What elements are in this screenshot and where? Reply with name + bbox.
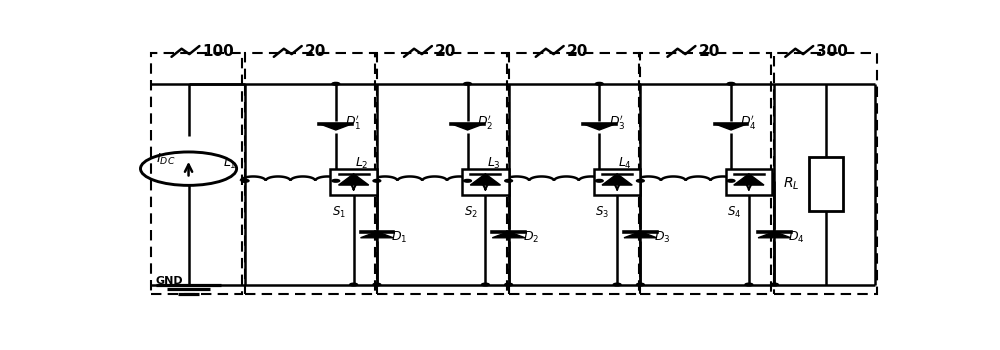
Polygon shape xyxy=(602,174,632,185)
Circle shape xyxy=(771,283,778,286)
Circle shape xyxy=(464,180,471,182)
Bar xyxy=(726,169,772,195)
Bar xyxy=(330,169,377,195)
Text: 300: 300 xyxy=(816,44,848,59)
Circle shape xyxy=(727,180,735,182)
Polygon shape xyxy=(583,124,616,130)
Text: $L_2$: $L_2$ xyxy=(355,156,369,171)
Text: 20: 20 xyxy=(435,44,456,59)
Polygon shape xyxy=(361,232,393,238)
Text: $D_1'$: $D_1'$ xyxy=(345,113,361,131)
Bar xyxy=(594,169,640,195)
Text: $D_4$: $D_4$ xyxy=(788,230,805,245)
Text: $D_4'$: $D_4'$ xyxy=(740,113,757,131)
Bar xyxy=(462,169,509,195)
Circle shape xyxy=(505,283,512,286)
Polygon shape xyxy=(624,232,657,238)
Text: $D_2'$: $D_2'$ xyxy=(477,113,493,131)
Circle shape xyxy=(595,180,603,182)
Circle shape xyxy=(745,180,753,182)
Circle shape xyxy=(464,83,471,85)
Circle shape xyxy=(332,83,340,85)
Circle shape xyxy=(350,180,358,182)
Text: $L_1$: $L_1$ xyxy=(223,156,237,171)
Polygon shape xyxy=(492,232,525,238)
Circle shape xyxy=(637,180,644,182)
Circle shape xyxy=(637,283,644,286)
Text: $R_L$: $R_L$ xyxy=(783,176,799,193)
Bar xyxy=(509,53,639,294)
Text: $S_1$: $S_1$ xyxy=(332,205,346,220)
Circle shape xyxy=(373,283,381,286)
Text: $L_3$: $L_3$ xyxy=(487,156,500,171)
Text: $D_2$: $D_2$ xyxy=(523,230,539,245)
Circle shape xyxy=(241,180,249,182)
Circle shape xyxy=(373,180,381,182)
Circle shape xyxy=(613,180,621,182)
Bar xyxy=(774,53,877,294)
Bar xyxy=(151,53,242,294)
Circle shape xyxy=(613,283,621,286)
Circle shape xyxy=(505,180,512,182)
Polygon shape xyxy=(734,174,764,185)
Text: $I_{DC}$: $I_{DC}$ xyxy=(156,152,175,167)
Bar xyxy=(640,53,771,294)
Circle shape xyxy=(727,83,735,85)
Polygon shape xyxy=(339,174,369,185)
Text: 20: 20 xyxy=(698,44,720,59)
Polygon shape xyxy=(451,124,484,130)
Text: $D_1$: $D_1$ xyxy=(391,230,407,245)
Circle shape xyxy=(332,180,340,182)
Text: $S_4$: $S_4$ xyxy=(727,205,741,220)
Polygon shape xyxy=(715,124,747,130)
Text: 20: 20 xyxy=(305,44,326,59)
Text: $S_3$: $S_3$ xyxy=(595,205,609,220)
Circle shape xyxy=(745,283,753,286)
Polygon shape xyxy=(758,232,791,238)
Bar xyxy=(809,157,843,211)
Circle shape xyxy=(482,283,489,286)
Text: 100: 100 xyxy=(202,44,234,59)
Circle shape xyxy=(350,283,358,286)
Bar xyxy=(245,53,375,294)
Polygon shape xyxy=(319,124,352,130)
Text: GND: GND xyxy=(156,275,184,286)
Circle shape xyxy=(482,180,489,182)
Bar xyxy=(377,53,507,294)
Text: $S_2$: $S_2$ xyxy=(464,205,478,220)
Text: $L_4$: $L_4$ xyxy=(618,156,632,171)
Text: $D_3$: $D_3$ xyxy=(654,230,671,245)
Text: 20: 20 xyxy=(567,44,588,59)
Text: $D_3'$: $D_3'$ xyxy=(609,113,625,131)
Circle shape xyxy=(595,83,603,85)
Polygon shape xyxy=(470,174,500,185)
